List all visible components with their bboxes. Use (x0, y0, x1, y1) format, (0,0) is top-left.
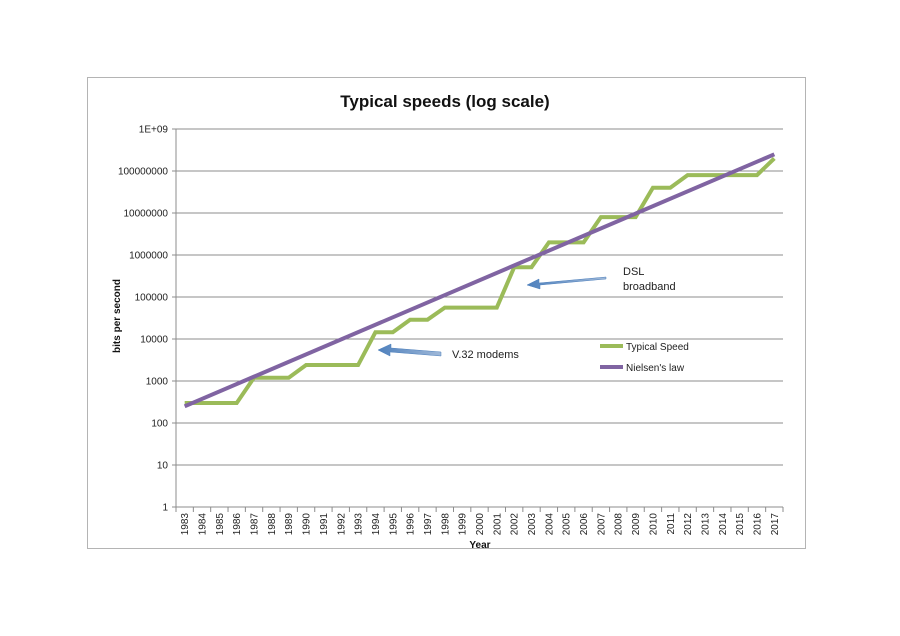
x-tick-label: 2000 (475, 513, 486, 536)
y-tick-label: 1 (162, 503, 168, 514)
x-tick-label: 1993 (354, 513, 365, 536)
x-tick-label: 2006 (579, 513, 590, 536)
x-tick-label: 1997 (423, 513, 434, 536)
x-tick-label: 1985 (215, 513, 226, 536)
y-tick-label: 100 (151, 419, 168, 430)
x-tick-label: 1996 (406, 513, 417, 536)
x-tick-label: 2016 (752, 513, 763, 536)
x-axis-title: Year (469, 540, 490, 551)
gridlines (172, 128, 783, 508)
annotation-v32: V.32 modems (377, 343, 519, 361)
y-tick-label: 10000 (140, 335, 168, 346)
legend-label-typical-speed: Typical Speed (626, 342, 689, 353)
y-tick-label: 1000000 (129, 251, 168, 262)
x-tick-label: 1992 (336, 513, 347, 536)
y-tick-label: 100000000 (118, 167, 168, 178)
x-tick-label: 2014 (718, 513, 729, 536)
series-layer (183, 152, 776, 409)
y-tick-label: 10 (157, 461, 169, 472)
x-axis-ticks: 1983 1984 1985 1986 1987 1988 1989 1990 1991 1992… (175, 507, 784, 536)
x-tick-label: 1991 (319, 513, 330, 536)
x-tick-label: 2007 (596, 513, 607, 536)
series-line-nielsens-law (183, 152, 776, 409)
x-tick-label: 2005 (562, 513, 573, 536)
annotation-dsl-label-line2: broadband (623, 281, 676, 293)
x-tick-label: 2015 (735, 513, 746, 536)
x-tick-label: 2009 (631, 513, 642, 536)
x-tick-label: 1989 (284, 513, 295, 536)
legend: Typical Speed Nielsen's law (600, 342, 689, 374)
x-tick-label: 1984 (198, 513, 209, 536)
x-tick-label: 1988 (267, 513, 278, 536)
x-tick-label: 2012 (683, 513, 694, 536)
x-tick-label: 2017 (770, 513, 781, 536)
x-tick-label: 2013 (700, 513, 711, 536)
y-tick-label: 10000000 (124, 209, 169, 220)
y-axis-title: bits per second (112, 279, 123, 353)
x-tick-label: 1995 (388, 513, 399, 536)
x-tick-label: 1987 (250, 513, 261, 536)
x-tick-label: 2011 (666, 513, 677, 535)
x-tick-label: 2003 (527, 513, 538, 536)
x-tick-label: 1990 (302, 513, 313, 536)
x-tick-label: 1999 (458, 513, 469, 536)
x-tick-label: 2002 (510, 513, 521, 536)
x-tick-label: 1994 (371, 513, 382, 536)
y-tick-label: 1E+09 (139, 125, 169, 136)
x-tick-label: 1998 (440, 513, 451, 536)
x-tick-label: 2001 (492, 513, 503, 536)
x-tick-label: 1986 (232, 513, 243, 536)
y-tick-label: 100000 (135, 293, 169, 304)
x-tick-label: 2004 (544, 513, 555, 536)
x-tick-label: 2008 (614, 513, 625, 536)
series-line-typical-speed (184, 156, 776, 405)
annotation-arrow-dsl (526, 276, 607, 290)
annotation-v32-label: V.32 modems (452, 349, 519, 361)
annotation-dsl: DSL broadband (526, 266, 676, 293)
annotation-arrow-v32 (377, 343, 442, 357)
legend-label-nielsens-law: Nielsen's law (626, 363, 685, 374)
chart-title: Typical speeds (log scale) (340, 92, 549, 111)
y-tick-label: 1000 (146, 377, 169, 388)
annotation-dsl-label-line1: DSL (623, 266, 644, 278)
y-axis-ticks: 1 10 100 1000 10000 100000 1000000 10000000 1000… (118, 125, 169, 514)
x-tick-label: 1983 (180, 513, 191, 536)
chart-area (87, 77, 806, 549)
x-tick-label: 2010 (648, 513, 659, 536)
